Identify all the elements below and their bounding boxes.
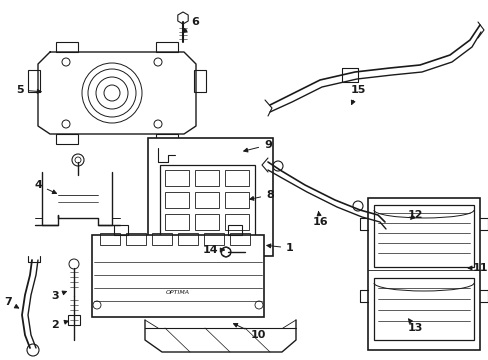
Bar	[178, 233, 198, 245]
Text: 5: 5	[16, 85, 41, 95]
Bar	[227, 225, 242, 235]
Text: 15: 15	[349, 85, 365, 104]
Bar	[148, 138, 272, 256]
Text: 4: 4	[34, 180, 57, 194]
Bar	[152, 233, 172, 245]
Bar	[92, 235, 264, 317]
Text: 1: 1	[266, 243, 293, 253]
Bar	[164, 170, 189, 186]
Bar	[164, 192, 189, 208]
Text: 16: 16	[311, 211, 327, 227]
Bar	[195, 170, 219, 186]
Text: 8: 8	[249, 190, 273, 200]
Bar	[229, 233, 249, 245]
Text: 3: 3	[51, 291, 66, 301]
Text: 10: 10	[233, 324, 265, 340]
Bar	[156, 42, 178, 52]
Bar	[164, 214, 189, 230]
Text: 2: 2	[51, 320, 68, 330]
Text: 12: 12	[407, 210, 422, 220]
Text: 9: 9	[243, 140, 271, 152]
Bar	[202, 242, 220, 252]
Text: 14: 14	[202, 245, 224, 255]
Bar	[373, 278, 473, 340]
Text: 7: 7	[4, 297, 19, 308]
Text: 6: 6	[183, 17, 199, 32]
Bar	[126, 233, 146, 245]
Bar	[114, 225, 128, 235]
Text: 11: 11	[467, 263, 487, 273]
Bar	[224, 192, 248, 208]
Bar	[195, 192, 219, 208]
Bar	[56, 42, 78, 52]
Bar	[373, 205, 473, 267]
Bar	[160, 165, 254, 243]
Bar	[224, 214, 248, 230]
Text: OPTIMA: OPTIMA	[165, 291, 190, 296]
Bar	[194, 70, 205, 92]
Bar	[100, 233, 120, 245]
Bar	[28, 70, 40, 92]
Text: 13: 13	[407, 319, 422, 333]
Bar	[68, 315, 80, 325]
Bar	[195, 214, 219, 230]
Bar	[203, 233, 224, 245]
Bar	[56, 134, 78, 144]
Bar	[224, 170, 248, 186]
Bar	[156, 134, 178, 144]
Bar	[367, 198, 479, 350]
